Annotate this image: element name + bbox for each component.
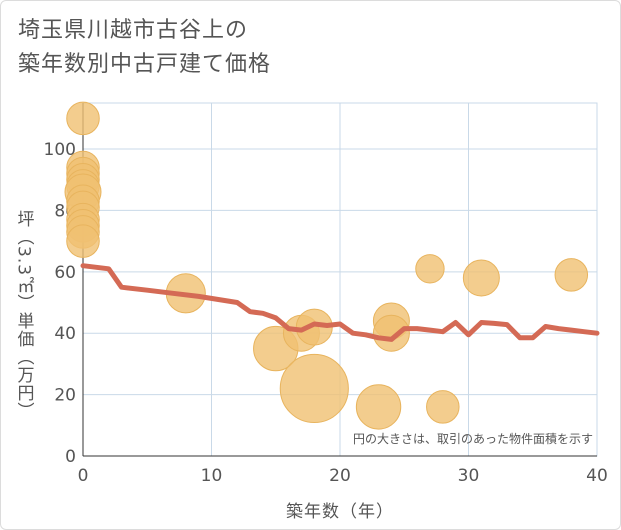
chart-title-line1: 埼玉県川越市古谷上の xyxy=(18,18,249,43)
y-tick-label: 0 xyxy=(65,447,76,467)
data-bubble xyxy=(426,390,460,424)
x-tick-label: 30 xyxy=(458,466,480,486)
y-tick-label: 40 xyxy=(54,324,76,344)
x-tick-label: 20 xyxy=(329,466,351,486)
x-axis-label: 築年数（年） xyxy=(286,502,394,522)
data-bubble xyxy=(66,224,100,258)
bubbles xyxy=(64,101,589,430)
data-bubble xyxy=(372,314,410,352)
trend-line xyxy=(80,263,600,342)
size-annotation: 円の大きさは、取引のあった物件面積を示す xyxy=(353,431,593,446)
data-bubble xyxy=(66,101,100,136)
chart-title: 埼玉県川越市古谷上の 築年数別中古戸建て価格 xyxy=(18,14,271,82)
data-bubble xyxy=(462,259,500,297)
y-tick-label: 20 xyxy=(54,386,76,406)
y-axis-label: 坪（3.3㎡）単価（万円） xyxy=(13,209,34,421)
x-tick-label: 0 xyxy=(78,466,89,486)
data-bubble xyxy=(279,353,349,424)
data-bubble xyxy=(355,384,402,430)
data-bubble xyxy=(554,258,589,292)
x-tick-label: 10 xyxy=(201,466,223,486)
y-tick-label: 60 xyxy=(54,263,76,283)
y-tick-label: 100 xyxy=(44,140,76,160)
x-tick-label: 40 xyxy=(586,466,608,486)
data-bubble xyxy=(415,254,445,284)
chart-title-line2: 築年数別中古戸建て価格 xyxy=(18,52,272,77)
trend-line-path xyxy=(80,263,600,342)
